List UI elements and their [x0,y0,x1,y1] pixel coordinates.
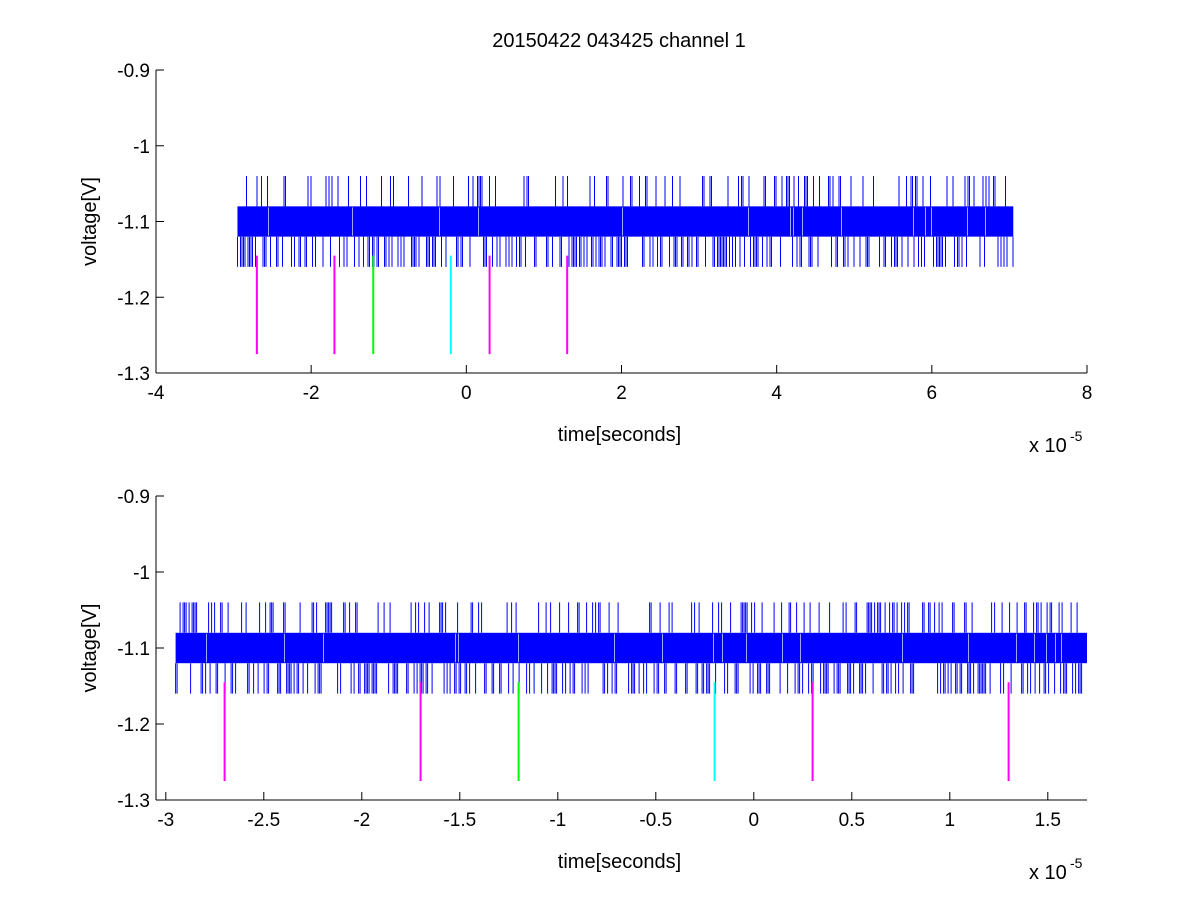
top-x-tick-label: 6 [927,383,938,404]
bottom-x-tick-label: -3 [157,810,174,831]
bottom-axes: -0.9 -1 -1.1 -1.2 -1.3 -3 -2.5 -2 -1.5 -1 -0.5 0 0.5… [79,487,1088,884]
top-x-tick-label: 8 [1082,383,1093,404]
top-x-tick-label: 2 [616,383,627,404]
top-y-tick-label: -1.3 [117,364,150,385]
top-x-tick-label: 4 [771,383,782,404]
top-signal-band [237,206,1014,237]
bottom-y-axis-label: voltage[V] [79,604,101,693]
bottom-x-tick-label: 1 [945,810,956,831]
bottom-y-tick-label: -1 [133,563,150,584]
bottom-y-tick-label: -0.9 [117,487,150,508]
bottom-signal-spikes [175,602,1083,694]
bottom-y-tick-label: -1.2 [117,715,150,736]
figure-title: 20150422 043425 channel 1 [492,30,746,52]
bottom-signal-band [175,632,1088,664]
bottom-x-tick-label: -2 [353,810,370,831]
bottom-x-tick-label: -0.5 [639,810,672,831]
top-x-tick-label: -2 [303,383,320,404]
top-y-tick-label: -0.9 [117,61,150,82]
bottom-x-multiplier: x 10 [1029,862,1067,884]
bottom-x-tick-label: 0 [749,810,760,831]
top-x-multiplier-exponent: -5 [1070,428,1083,444]
top-x-axis-label: time[seconds] [558,424,681,446]
bottom-signal-gaps [206,633,1062,663]
top-y-tick-label: -1.1 [117,213,150,234]
top-y-tick-label: -1 [133,137,150,158]
top-signal-gaps [268,207,986,236]
top-axes: -0.9 -1 -1.1 -1.2 -1.3-4 -2 0 2 4 6 8 time[seconds]… [79,61,1092,457]
bottom-x-tick-label: -1.5 [443,810,476,831]
top-x-tick-label: -4 [148,383,165,404]
bottom-y-tick-label: -1.1 [117,639,150,660]
bottom-x-tick-label: 1.5 [1035,810,1061,831]
top-y-tick-label: -1.2 [117,288,150,309]
bottom-x-tick-label: 0.5 [839,810,865,831]
top-x-tick-label: 0 [461,383,472,404]
bottom-x-axis-label: time[seconds] [558,851,681,873]
bottom-y-tick-label: -1.3 [117,791,150,812]
top-y-axis-label: voltage[V] [79,177,101,266]
top-signal-spikes [237,176,1014,267]
bottom-x-tick-label: -2.5 [247,810,280,831]
bottom-x-tick-label: -1 [549,810,566,831]
top-x-multiplier: x 10 [1029,435,1067,457]
bottom-x-multiplier-exponent: -5 [1070,855,1083,871]
